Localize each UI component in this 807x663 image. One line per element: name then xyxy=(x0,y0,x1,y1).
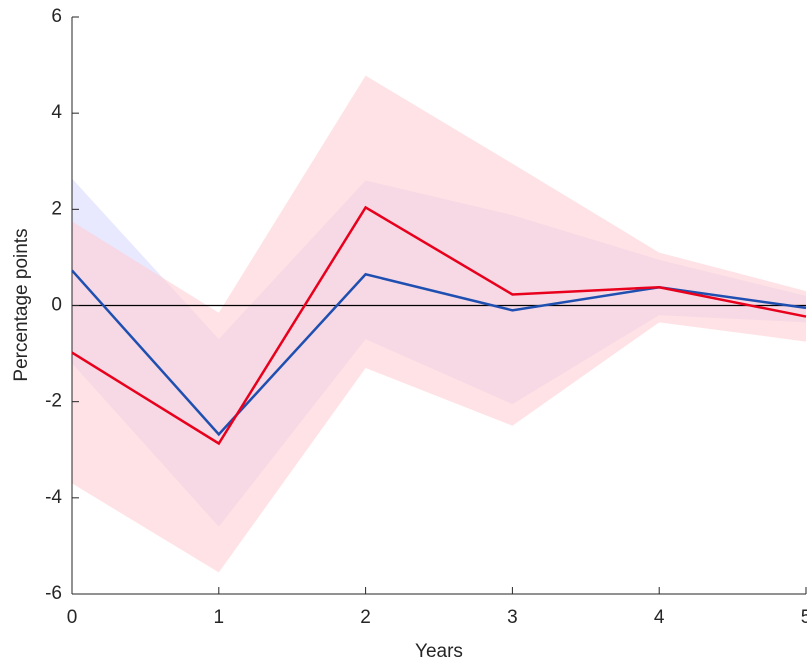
y-tick-label: -4 xyxy=(45,487,62,508)
y-tick-label: 4 xyxy=(51,102,62,123)
y-tick-label: 6 xyxy=(51,6,62,27)
x-tick-label: 1 xyxy=(214,607,225,628)
y-tick-label: -6 xyxy=(45,583,62,604)
x-tick-label: 5 xyxy=(801,607,807,628)
line xyxy=(71,269,807,437)
x-tick-label: 3 xyxy=(507,607,518,628)
x-tick-label: 4 xyxy=(654,607,665,628)
y-tick-label: 2 xyxy=(51,198,62,219)
line xyxy=(71,205,807,446)
y-axis-label: Percentage points xyxy=(11,228,32,381)
x-axis-label: Years xyxy=(415,641,463,662)
x-tick-label: 2 xyxy=(360,607,371,628)
x-tick-label: 0 xyxy=(67,607,78,628)
confidence-band xyxy=(72,75,806,573)
y-tick-label: 0 xyxy=(51,295,62,316)
y-tick-label: -2 xyxy=(45,391,62,412)
